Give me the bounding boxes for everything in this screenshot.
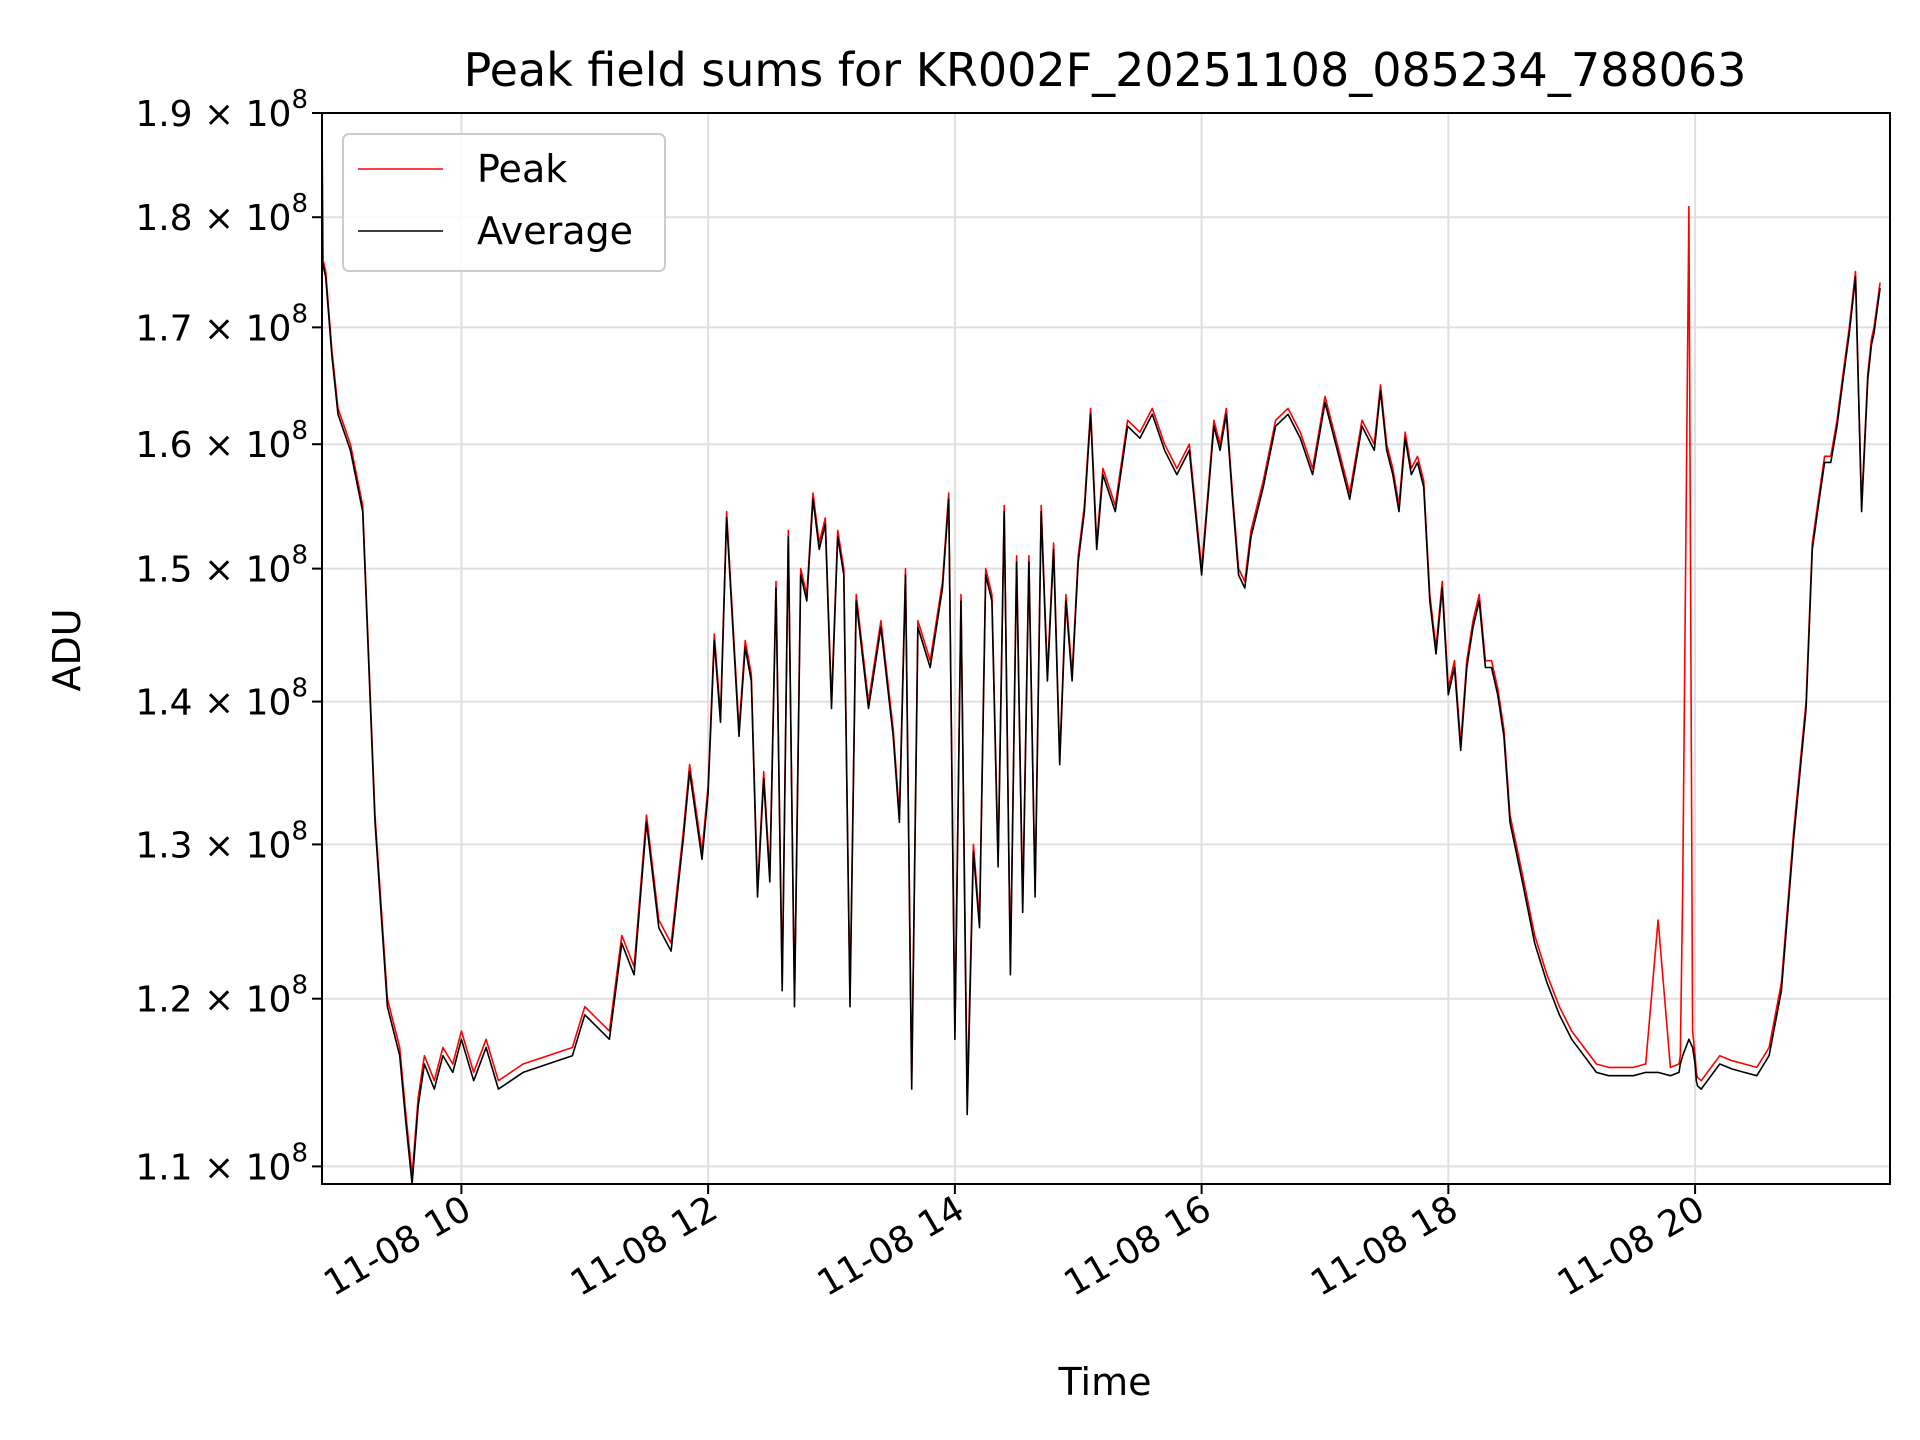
y-tick-label: 1.5 × 108 xyxy=(135,541,308,591)
y-tick-label: 1.2 × 108 xyxy=(135,971,308,1021)
y-tick-times: × xyxy=(204,550,246,591)
y-tick-exponent: 8 xyxy=(291,1138,308,1168)
y-tick-label: 1.4 × 108 xyxy=(135,674,308,724)
y-tick-mantissa: 1.8 xyxy=(135,198,204,239)
y-tick-times: × xyxy=(204,980,246,1021)
y-tick-base: 10 xyxy=(246,980,292,1021)
y-tick-base: 10 xyxy=(246,1147,292,1188)
y-tick-exponent: 8 xyxy=(291,816,308,846)
y-tick-exponent: 8 xyxy=(291,541,308,571)
x-axis-label: Time xyxy=(1058,1360,1152,1404)
y-tick-mantissa: 1.4 xyxy=(135,683,204,724)
y-tick-mantissa: 1.7 xyxy=(135,308,204,349)
legend: Peak Average xyxy=(342,133,666,272)
axes-frame xyxy=(321,112,1891,1185)
y-tick-times: × xyxy=(204,1147,246,1188)
y-tick-times: × xyxy=(204,425,246,466)
y-tick-mantissa: 1.6 xyxy=(135,425,204,466)
y-tick-mantissa: 1.1 xyxy=(135,1147,204,1188)
y-tick-base: 10 xyxy=(246,198,292,239)
y-tick-label: 1.3 × 108 xyxy=(135,816,308,866)
y-tick-mantissa: 1.9 xyxy=(135,94,204,135)
y-tick-times: × xyxy=(204,198,246,239)
y-tick-base: 10 xyxy=(246,825,292,866)
legend-peak-label: Peak xyxy=(477,147,567,191)
y-tick-exponent: 8 xyxy=(291,85,308,115)
plot-series xyxy=(321,123,1881,1185)
y-tick-mantissa: 1.3 xyxy=(135,825,204,866)
y-tick-exponent: 8 xyxy=(291,416,308,446)
y-tick-base: 10 xyxy=(246,683,292,724)
y-tick-label: 1.6 × 108 xyxy=(135,416,308,466)
y-tick-exponent: 8 xyxy=(291,674,308,704)
y-tick-label: 1.8 × 108 xyxy=(135,189,308,239)
y-tick-base: 10 xyxy=(246,425,292,466)
y-tick-label: 1.9 × 108 xyxy=(135,85,308,135)
legend-average-label: Average xyxy=(477,209,633,253)
series-average-line xyxy=(321,260,1881,1185)
y-tick-mantissa: 1.2 xyxy=(135,980,204,1021)
y-tick-times: × xyxy=(204,94,246,135)
y-tick-times: × xyxy=(204,308,246,349)
y-tick-label: 1.1 × 108 xyxy=(135,1138,308,1188)
y-tick-exponent: 8 xyxy=(291,189,308,219)
y-tick-exponent: 8 xyxy=(291,299,308,329)
y-tick-times: × xyxy=(204,683,246,724)
y-tick-base: 10 xyxy=(246,308,292,349)
y-tick-base: 10 xyxy=(246,94,292,135)
y-tick-label: 1.7 × 108 xyxy=(135,299,308,349)
y-tick-exponent: 8 xyxy=(291,971,308,1001)
chart-title: Peak field sums for KR002F_20251108_0852… xyxy=(464,43,1747,97)
y-tick-times: × xyxy=(204,825,246,866)
y-axis-label: ADU xyxy=(45,608,89,691)
y-tick-mantissa: 1.5 xyxy=(135,550,204,591)
y-tick-base: 10 xyxy=(246,550,292,591)
